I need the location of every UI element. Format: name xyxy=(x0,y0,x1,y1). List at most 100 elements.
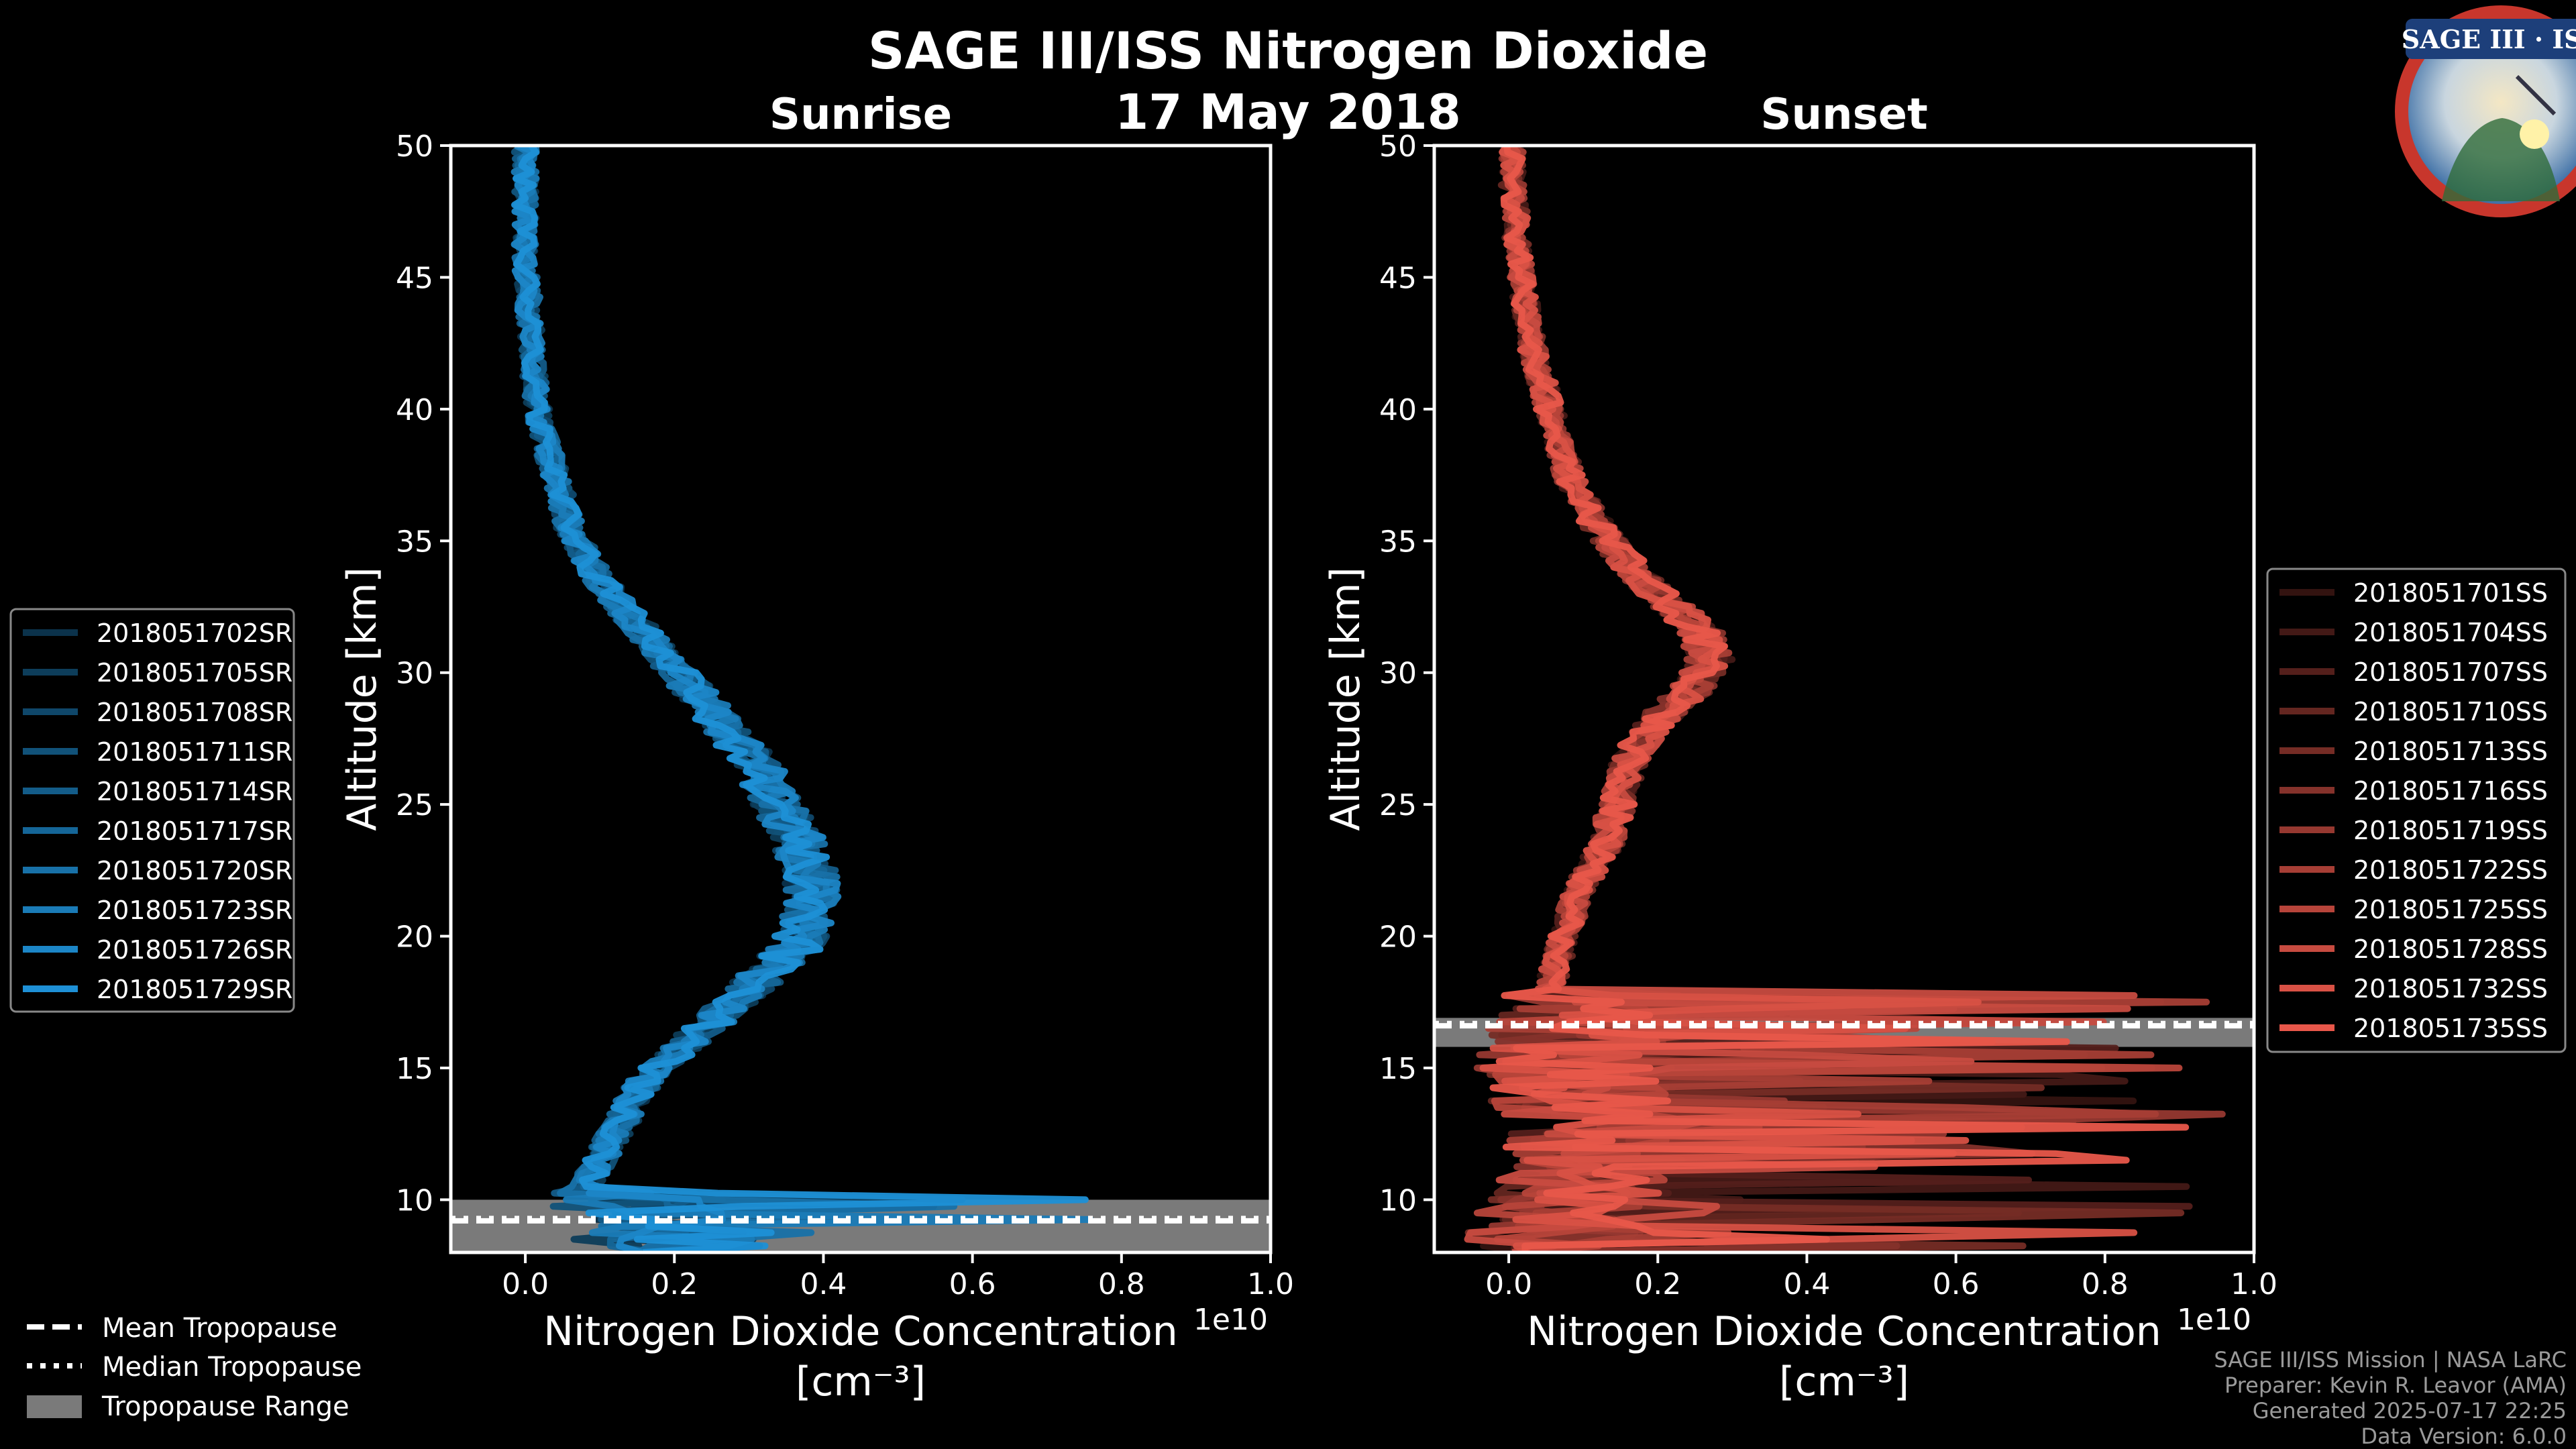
date-title: 17 May 2018 xyxy=(1115,84,1461,140)
sunrise-profile-2018051711SR xyxy=(511,146,828,1252)
logo-text: SAGE III · ISS xyxy=(2402,24,2576,54)
sunrise-legend: 2018051702SR 2018051705SR 2018051708SR 2018… xyxy=(9,608,295,1013)
sunrise-profile-2018051702SR xyxy=(513,146,938,1252)
sunset-legend: 2018051701SS 2018051704SS 2018051707SS 2018… xyxy=(2266,568,2567,1053)
sunrise-ytick-label: 25 xyxy=(396,788,433,822)
sunrise-xtick-label: 1.0 xyxy=(1247,1267,1294,1301)
sunset-plot-area xyxy=(1434,146,2254,1252)
sunset-legend-label: 2018051732SS xyxy=(2353,974,2548,1004)
sunset-xtick-label: 0.0 xyxy=(1485,1267,1532,1301)
sunrise-subtitle: Sunrise xyxy=(769,90,952,140)
sunset-xscale: 1e10 xyxy=(2177,1303,2251,1337)
sunset-xunit: [cm⁻³] xyxy=(1779,1358,1909,1405)
sunset-axes-frame xyxy=(1432,144,2256,1254)
sunset-legend-label: 2018051722SS xyxy=(2353,855,2548,885)
sunrise-legend-label: 2018051711SR xyxy=(97,737,292,767)
sunset-xtick-label: 0.4 xyxy=(1783,1267,1830,1301)
sunset-subtitle: Sunset xyxy=(1760,90,1927,140)
sunrise-panel: 0.0 0.2 0.4 0.6 0.8 1.0 10 15 20 25 30 35 40 45 50 Alt… xyxy=(339,129,1294,1405)
sunrise-profile-2018051717SR xyxy=(514,146,837,1252)
sunset-profile-2018051725SS xyxy=(1473,146,2183,1252)
sunset-legend-label: 2018051716SS xyxy=(2353,776,2548,806)
sunset-legend-label: 2018051713SS xyxy=(2353,737,2548,766)
sunset-ytick-label: 35 xyxy=(1379,525,1417,559)
sunset-xlabel: Nitrogen Dioxide Concentration xyxy=(1527,1308,2161,1355)
sunset-ylabel: Altitude [km] xyxy=(1322,567,1369,831)
sunrise-ytick-label: 20 xyxy=(396,920,433,955)
sunset-xtick-label: 0.8 xyxy=(2082,1267,2129,1301)
sunrise-legend-label: 2018051726SR xyxy=(97,935,292,965)
sunset-ytick-label: 20 xyxy=(1379,920,1417,955)
sunrise-legend-label: 2018051717SR xyxy=(97,816,292,846)
credit-generated: Generated 2025-07-17 22:25 xyxy=(2253,1398,2567,1424)
sunrise-axes-frame xyxy=(449,144,1273,1254)
sunset-legend-label: 2018051707SS xyxy=(2353,657,2548,687)
sunrise-xscale: 1e10 xyxy=(1193,1303,1268,1337)
sunrise-profile-2018051705SR xyxy=(513,146,838,1252)
sunset-panel: 0.0 0.2 0.4 0.6 0.8 1.0 10 15 20 25 30 35 40 45 50 Alt… xyxy=(1322,129,2277,1405)
sunset-ytick-label: 15 xyxy=(1379,1052,1417,1086)
sunrise-legend-label: 2018051714SR xyxy=(97,777,292,806)
tropopause-legend: Mean Tropopause Median Tropopause Tropop… xyxy=(27,1313,362,1422)
sunrise-ytick-label: 35 xyxy=(396,525,433,559)
sage-iii-iss-logo: SAGE III · ISS xyxy=(2395,5,2576,217)
sunset-ytick-label: 45 xyxy=(1379,261,1417,295)
sunrise-ytick-label: 30 xyxy=(396,657,433,691)
credit-mission: SAGE III/ISS Mission | NASA LaRC xyxy=(2214,1347,2567,1373)
sunset-xtick-label: 0.2 xyxy=(1634,1267,1681,1301)
sunrise-xtick-label: 0.2 xyxy=(651,1267,698,1301)
sunset-xtick-label: 1.0 xyxy=(2231,1267,2277,1301)
sunset-legend-label: 2018051704SS xyxy=(2353,618,2548,647)
median-tropopause-label: Median Tropopause xyxy=(102,1352,362,1383)
sunrise-profile-2018051720SR xyxy=(511,146,958,1252)
sunrise-xunit: [cm⁻³] xyxy=(796,1358,926,1405)
sunset-profile-2018051728SS xyxy=(1464,146,2138,1252)
sunset-legend-label: 2018051701SS xyxy=(2353,578,2548,608)
sunrise-profile-2018051726SR xyxy=(511,146,841,1252)
sunrise-plot-area xyxy=(451,146,1271,1252)
sunrise-ytick-label: 45 xyxy=(396,261,433,295)
credit-version: Data Version: 6.0.0 xyxy=(2361,1424,2567,1449)
sunrise-profile-2018051714SR xyxy=(511,146,841,1252)
sunrise-xtick-label: 0.6 xyxy=(949,1267,996,1301)
sunrise-profile-2018051708SR xyxy=(511,146,966,1252)
sunset-xtick-label: 0.6 xyxy=(1933,1267,1980,1301)
sunrise-ytick-label: 15 xyxy=(396,1052,433,1086)
sunrise-ytick-label: 10 xyxy=(396,1183,433,1218)
sunrise-ytick-label: 50 xyxy=(396,129,433,164)
mean-tropopause-label: Mean Tropopause xyxy=(102,1313,337,1344)
sunset-ytick-label: 50 xyxy=(1379,129,1417,164)
sunrise-xtick-label: 0.8 xyxy=(1098,1267,1145,1301)
sunrise-legend-label: 2018051723SR xyxy=(97,896,292,925)
credit-preparer: Preparer: Kevin R. Leavor (AMA) xyxy=(2224,1373,2567,1398)
sunset-ytick-label: 30 xyxy=(1379,657,1417,691)
main-title: SAGE III/ISS Nitrogen Dioxide xyxy=(868,21,1708,80)
sunrise-legend-label: 2018051729SR xyxy=(97,975,292,1004)
sunrise-xtick-label: 0.0 xyxy=(502,1267,549,1301)
sunrise-profile-2018051723SR xyxy=(511,146,1094,1252)
sunrise-xtick-label: 0.4 xyxy=(800,1267,847,1301)
sunrise-profile-2018051729SR xyxy=(511,146,1089,1252)
sunset-ticks: 0.0 0.2 0.4 0.6 0.8 1.0 10 15 20 25 30 35 40 45 50 xyxy=(1379,129,2277,1301)
sunrise-ylabel: Altitude [km] xyxy=(339,567,386,831)
sunset-legend-label: 2018051728SS xyxy=(2353,934,2548,964)
sunset-ytick-label: 10 xyxy=(1379,1183,1417,1218)
sunset-legend-label: 2018051735SS xyxy=(2353,1014,2548,1043)
credits: SAGE III/ISS Mission | NASA LaRC Prepare… xyxy=(2214,1347,2567,1449)
sunrise-ticks: 0.0 0.2 0.4 0.6 0.8 1.0 10 15 20 25 30 35 40 45 50 xyxy=(396,129,1294,1301)
sunset-legend-label: 2018051710SS xyxy=(2353,697,2548,727)
sunrise-xlabel: Nitrogen Dioxide Concentration xyxy=(543,1308,1178,1355)
sunrise-legend-label: 2018051705SR xyxy=(97,658,292,688)
tropopause-range-swatch xyxy=(27,1395,82,1418)
sunrise-legend-label: 2018051708SR xyxy=(97,698,292,727)
sunrise-legend-label: 2018051720SR xyxy=(97,856,292,885)
tropopause-range-label: Tropopause Range xyxy=(101,1391,350,1422)
sunset-ytick-label: 25 xyxy=(1379,788,1417,822)
sunset-legend-label: 2018051719SS xyxy=(2353,816,2548,845)
sunset-legend-label: 2018051725SS xyxy=(2353,895,2548,924)
sunrise-ytick-label: 40 xyxy=(396,393,433,427)
sunset-profile-2018051735SS xyxy=(1489,146,2190,1252)
sunrise-legend-label: 2018051702SR xyxy=(97,619,292,648)
sunset-ytick-label: 40 xyxy=(1379,393,1417,427)
